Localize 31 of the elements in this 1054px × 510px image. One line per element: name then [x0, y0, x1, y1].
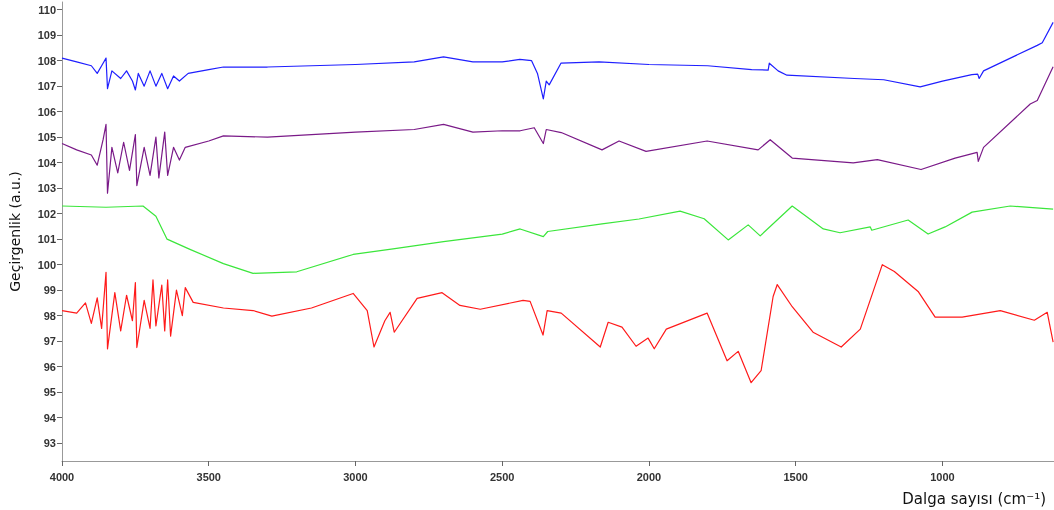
line-series — [61, 66, 1054, 194]
y-tick-label: 93 — [43, 437, 56, 450]
y-tick-label: 108 — [37, 54, 56, 67]
y-tick-label: 98 — [43, 309, 56, 322]
x-tick-label: 3500 — [196, 470, 221, 483]
x-tick-label: 1000 — [930, 470, 955, 483]
line-series — [61, 205, 1054, 274]
x-tick-label: 2500 — [489, 470, 515, 483]
x-tick-label: 3000 — [343, 470, 368, 483]
y-tick-label: 102 — [37, 207, 56, 220]
line-series — [61, 21, 1054, 100]
x-tick-label: 1500 — [783, 470, 808, 483]
y-tick-label: 101 — [37, 233, 56, 246]
y-tick-label: 109 — [37, 29, 56, 42]
x-tick-label: 4000 — [49, 470, 75, 483]
y-axis-title: Geçirgenlik (a.u.) — [7, 171, 23, 292]
y-tick-label: 107 — [37, 80, 56, 93]
y-tick-label: 95 — [43, 386, 56, 399]
y-tick-label: 97 — [43, 335, 56, 348]
y-tick-label: 110 — [38, 3, 56, 16]
x-axis-title: Dalga sayısı (cm⁻¹) — [902, 489, 1046, 508]
y-tick-label: 105 — [37, 131, 56, 144]
line-series — [61, 264, 1054, 384]
y-tick-label: 94 — [43, 411, 57, 424]
y-tick-label: 103 — [37, 182, 56, 195]
x-tick-label: 2000 — [636, 470, 662, 483]
y-tick-label: 96 — [43, 360, 56, 373]
y-tick-label: 100 — [37, 258, 56, 271]
y-tick-label: 106 — [37, 105, 56, 118]
y-tick-label: 99 — [43, 284, 56, 297]
y-tick-label: 104 — [37, 156, 57, 169]
